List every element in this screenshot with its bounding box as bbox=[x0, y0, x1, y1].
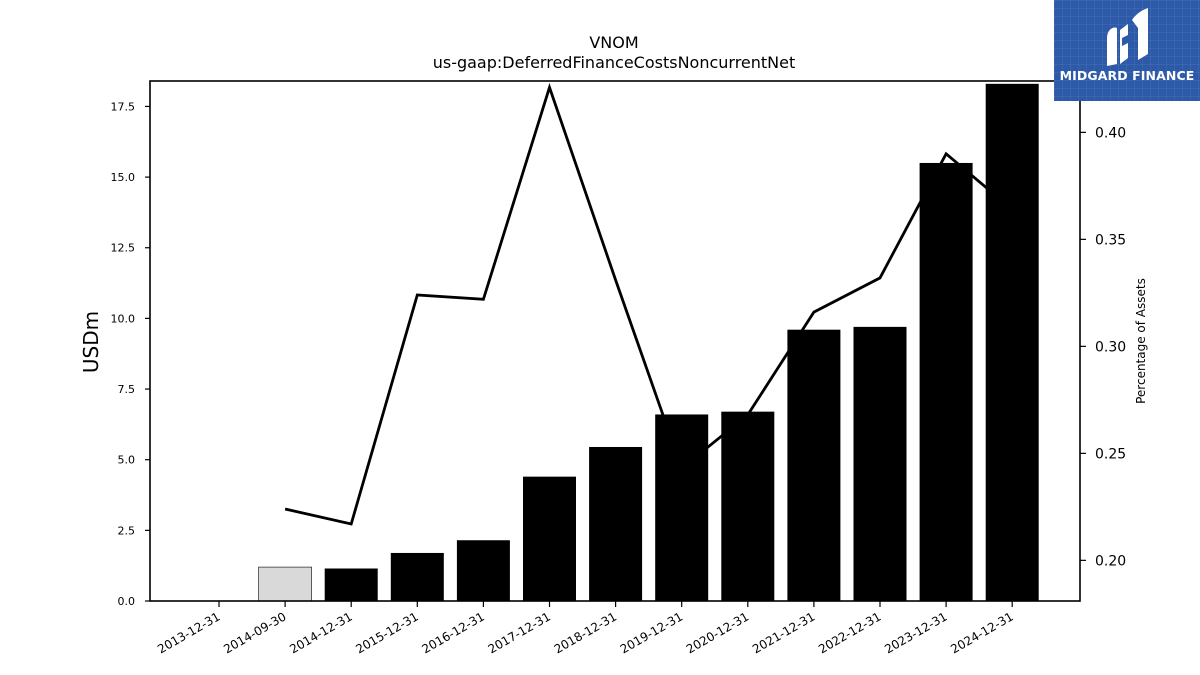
bar-2017-12-31 bbox=[523, 476, 576, 601]
bar-2023-12-31 bbox=[919, 162, 973, 601]
bar-2018-12-31 bbox=[589, 446, 643, 601]
x-axis: 2013-12-312014-09-302014-12-312015-12-31… bbox=[155, 601, 1016, 656]
y-tick-label: 0.0 bbox=[118, 595, 136, 608]
left-axis: 0.0 2.5 5.0 7.5 10.0 12.5 15.0 17.5 bbox=[111, 100, 150, 608]
chart-subtitle: us-gaap:DeferredFinanceCostsNoncurrentNe… bbox=[433, 53, 796, 72]
bar-2022-12-31 bbox=[853, 326, 907, 601]
x-tick-label: 2014-12-31 bbox=[287, 609, 354, 656]
bar-2024-12-31 bbox=[985, 83, 1039, 601]
bar-2015-12-31 bbox=[390, 552, 444, 601]
y2-tick-label: 0.40 bbox=[1095, 125, 1126, 141]
y-tick-label: 12.5 bbox=[111, 242, 136, 255]
logo-text: MIDGARD FINANCE bbox=[1059, 68, 1195, 83]
bar-2020-12-31 bbox=[721, 411, 775, 601]
line-series bbox=[284, 82, 1014, 526]
bar-2019-12-31 bbox=[655, 414, 709, 601]
x-tick-label: 2021-12-31 bbox=[750, 609, 817, 656]
bar-2014-12-31 bbox=[324, 568, 378, 601]
x-tick-label: 2020-12-31 bbox=[684, 609, 751, 656]
bar-series bbox=[258, 83, 1039, 602]
y-tick-label: 17.5 bbox=[111, 100, 136, 113]
y-axis-label: USDm bbox=[79, 311, 103, 373]
logo-mark-icon bbox=[1107, 8, 1148, 66]
bar-2014-09-30 bbox=[258, 566, 312, 602]
y2-tick-label: 0.20 bbox=[1095, 553, 1126, 569]
midgard-finance-logo: MIDGARD FINANCE bbox=[1054, 0, 1200, 101]
x-tick-label: 2024-12-31 bbox=[948, 609, 1015, 656]
bar-2021-12-31 bbox=[787, 329, 841, 601]
bar-2016-12-31 bbox=[456, 540, 510, 601]
right-axis: 0.20 0.25 0.30 0.35 0.40 bbox=[1080, 125, 1126, 569]
x-tick-label: 2017-12-31 bbox=[486, 609, 553, 656]
y-tick-label: 5.0 bbox=[118, 454, 136, 467]
y2-tick-label: 0.35 bbox=[1095, 232, 1126, 248]
plot-frame bbox=[149, 80, 1081, 602]
x-tick-label: 2023-12-31 bbox=[882, 609, 949, 656]
line-percentage-of-assets bbox=[284, 82, 1014, 526]
x-tick-label: 2022-12-31 bbox=[816, 609, 883, 656]
x-tick-label: 2014-09-30 bbox=[221, 609, 288, 656]
x-tick-label: 2016-12-31 bbox=[419, 609, 486, 656]
chart-title: VNOM bbox=[589, 33, 638, 52]
y2-axis-label: Percentage of Assets bbox=[1134, 278, 1148, 404]
y2-tick-label: 0.25 bbox=[1095, 446, 1126, 462]
y2-tick-label: 0.30 bbox=[1095, 339, 1126, 355]
y-tick-label: 10.0 bbox=[111, 312, 136, 325]
x-tick-label: 2015-12-31 bbox=[353, 609, 420, 656]
y-tick-label: 7.5 bbox=[118, 383, 136, 396]
x-tick-label: 2018-12-31 bbox=[552, 609, 619, 656]
y-tick-label: 2.5 bbox=[118, 524, 136, 537]
y-tick-label: 15.0 bbox=[111, 171, 136, 184]
x-tick-label: 2013-12-31 bbox=[155, 609, 222, 656]
x-tick-label: 2019-12-31 bbox=[618, 609, 685, 656]
